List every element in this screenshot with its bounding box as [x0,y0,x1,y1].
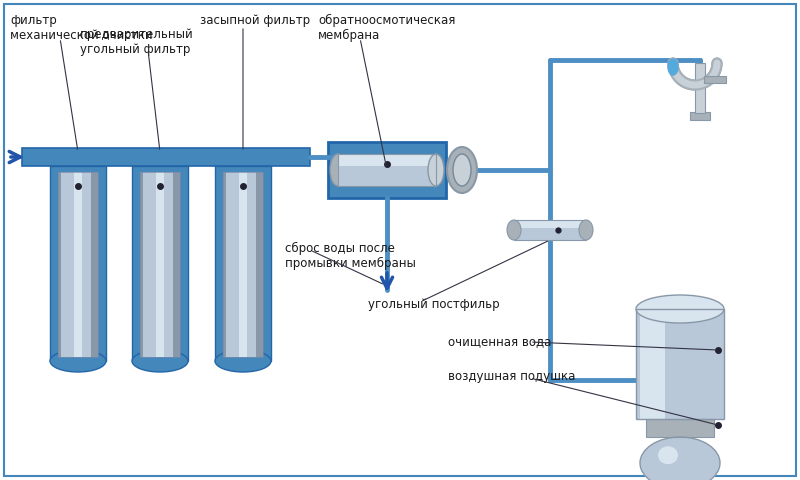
Bar [636,309,724,419]
Ellipse shape [447,147,477,193]
Bar [695,63,705,113]
Bar [62,172,94,357]
Text: предварительный
угольный фильтр: предварительный угольный фильтр [80,28,194,56]
Bar [646,419,714,437]
Bar [22,148,310,166]
Bar [91,172,98,357]
Bar [514,220,586,240]
Ellipse shape [579,220,593,240]
Text: засыпной фильтр: засыпной фильтр [200,14,310,27]
Polygon shape [668,59,678,75]
Bar [239,172,246,357]
Bar [256,172,263,357]
Bar [646,419,714,437]
Bar [514,220,586,240]
Bar [215,166,271,361]
Text: воздушная подушка: воздушная подушка [448,370,575,383]
Bar [328,142,446,198]
Text: фильтр
механической очистки: фильтр механической очистки [10,14,153,42]
Ellipse shape [132,350,188,372]
Bar [223,172,263,357]
Bar [58,172,62,357]
Bar [173,172,180,357]
Bar [514,220,586,228]
Bar [58,172,98,357]
Bar [338,154,436,166]
Bar [50,166,106,361]
Bar [226,172,259,357]
Ellipse shape [428,154,444,186]
Ellipse shape [215,350,271,372]
Ellipse shape [330,154,346,186]
Bar [690,112,710,120]
Bar [132,166,188,361]
Bar [74,172,82,357]
Ellipse shape [50,350,106,372]
Text: очищенная вода: очищенная вода [448,335,551,348]
Bar [143,172,177,357]
Bar [223,172,226,357]
Text: угольный постфильр: угольный постфильр [368,298,500,311]
Bar [156,172,164,357]
Text: сброс воды после
промывки мембраны: сброс воды после промывки мембраны [285,242,416,270]
Bar [704,76,726,83]
Text: обратноосмотическая
мембрана: обратноосмотическая мембрана [318,14,455,42]
Bar [636,309,724,419]
Bar [338,154,436,186]
Ellipse shape [636,295,724,323]
Bar [140,172,180,357]
Ellipse shape [453,154,471,186]
Bar [640,309,665,419]
Ellipse shape [658,446,678,464]
Ellipse shape [507,220,521,240]
Bar [140,172,143,357]
Ellipse shape [640,437,720,480]
Bar [338,154,436,186]
